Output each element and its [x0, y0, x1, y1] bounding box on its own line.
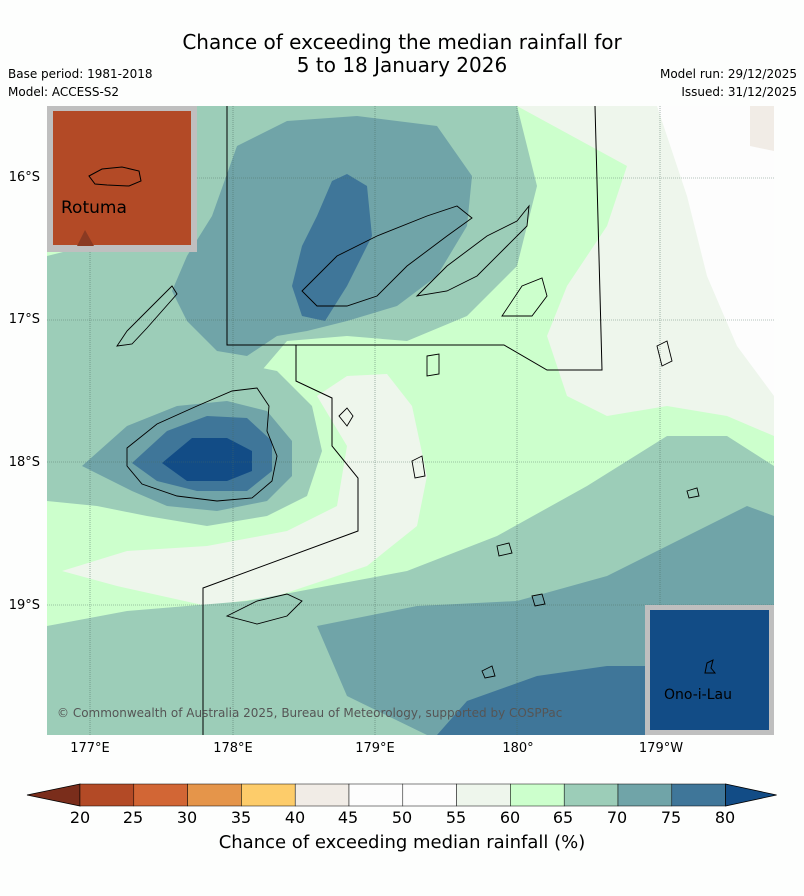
cb-tick: 40 — [284, 808, 306, 827]
colorbar-segment — [294, 783, 350, 807]
cb-tick: 50 — [391, 808, 413, 827]
lon-label-177e: 177°E — [70, 741, 110, 756]
region-boundaries — [202, 106, 603, 735]
rotuma-label: Rotuma — [61, 198, 127, 218]
chart-title-line1: Chance of exceeding the median rainfall … — [182, 30, 622, 54]
colorbar-segment — [563, 783, 619, 807]
base-period: Base period: 1981-2018 — [8, 67, 153, 81]
chart-title-line2: 5 to 18 January 2026 — [296, 53, 508, 77]
cb-tick: 60 — [499, 808, 521, 827]
model-name: Model: ACCESS-S2 — [8, 85, 120, 99]
cb-tick: 80 — [714, 808, 736, 827]
lon-label-178e: 178°E — [213, 741, 253, 756]
lat-label-18s: 18°S — [8, 455, 40, 470]
rotuma-island — [88, 166, 142, 187]
cb-tick: 55 — [445, 808, 467, 827]
colorbar-segment — [510, 783, 565, 807]
ono-i-lau-island — [704, 659, 717, 674]
vanua-levu — [301, 205, 473, 307]
ono-i-lau-fill — [650, 610, 769, 730]
colorbar — [26, 783, 777, 807]
colorbar-extend-high — [725, 783, 777, 807]
band-55-60-central — [62, 374, 427, 606]
ono-i-lau-label: Ono-i-Lau — [664, 687, 732, 703]
lon-label-179e: 179°E — [355, 741, 395, 756]
taveuni — [415, 204, 530, 297]
lat-label-17s: 17°S — [8, 312, 40, 327]
colorbar-segment — [671, 783, 726, 807]
cb-tick: 30 — [176, 808, 198, 827]
island-coastlines — [116, 204, 700, 679]
kadavu — [225, 593, 303, 625]
lau-island-a — [501, 277, 548, 317]
colorbar-label: Chance of exceeding median rainfall (%) — [218, 832, 586, 853]
inset-ono-i-lau[interactable]: Ono-i-Lau — [645, 605, 774, 735]
cb-tick: 65 — [552, 808, 574, 827]
copyright-notice: © Commonwealth of Australia 2025, Bureau… — [57, 706, 563, 720]
colorbar-segment — [241, 783, 296, 807]
lat-label-19s: 19°S — [8, 598, 40, 613]
colorbar-segment — [617, 783, 673, 807]
cb-tick: 20 — [69, 808, 91, 827]
cb-tick: 35 — [230, 808, 252, 827]
band-75-80-north — [292, 174, 372, 321]
model-run: Model run: 29/12/2025 — [659, 67, 797, 81]
cb-tick: 25 — [122, 808, 144, 827]
colorbar-segment — [402, 783, 457, 807]
lon-label-179w: 179°W — [638, 741, 684, 756]
band-80plus-vitilevu — [162, 438, 252, 481]
colorbar-segment — [348, 783, 404, 807]
inset-rotuma[interactable]: Rotuma — [47, 106, 197, 252]
colorbar-segment — [79, 783, 135, 807]
lat-label-16s: 16°S — [8, 170, 40, 185]
colorbar-segment — [187, 783, 242, 807]
lon-label-180: 180° — [502, 741, 534, 756]
colorbar-segment — [456, 783, 511, 807]
viti-levu — [126, 387, 278, 502]
band-45-50-ne — [750, 106, 774, 151]
cb-tick: 70 — [606, 808, 628, 827]
cb-tick: 45 — [337, 808, 359, 827]
colorbar-extend-low — [26, 783, 81, 807]
band-50-55-ne — [657, 106, 774, 396]
issued-date: Issued: 31/12/2025 — [681, 85, 797, 99]
rotuma-fill — [53, 111, 191, 245]
yasawa-group — [116, 285, 178, 347]
cb-tick: 75 — [660, 808, 682, 827]
colorbar-segment — [133, 783, 188, 807]
